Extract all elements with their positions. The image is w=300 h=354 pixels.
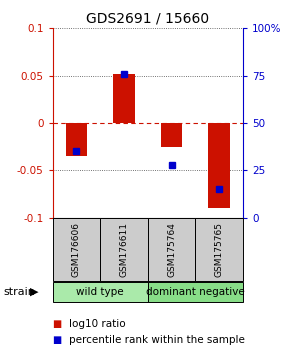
Bar xyxy=(148,282,243,302)
Bar xyxy=(66,123,87,156)
Bar xyxy=(161,123,182,147)
Text: wild type: wild type xyxy=(76,287,124,297)
Text: log10 ratio: log10 ratio xyxy=(69,319,126,329)
Text: ■: ■ xyxy=(52,335,62,345)
Text: ■: ■ xyxy=(52,319,62,329)
Text: ▶: ▶ xyxy=(30,287,38,297)
Text: percentile rank within the sample: percentile rank within the sample xyxy=(69,335,245,345)
Bar xyxy=(195,218,243,281)
Bar xyxy=(148,218,195,281)
Bar xyxy=(52,218,100,281)
Bar xyxy=(100,218,148,281)
Text: GSM175765: GSM175765 xyxy=(215,222,224,278)
Text: strain: strain xyxy=(3,287,35,297)
Text: GSM176611: GSM176611 xyxy=(119,222,128,278)
Bar xyxy=(208,123,230,208)
Text: GSM176606: GSM176606 xyxy=(72,222,81,278)
Bar xyxy=(52,282,148,302)
Title: GDS2691 / 15660: GDS2691 / 15660 xyxy=(86,12,209,26)
Text: dominant negative: dominant negative xyxy=(146,287,245,297)
Bar xyxy=(113,74,135,123)
Text: GSM175764: GSM175764 xyxy=(167,222,176,278)
